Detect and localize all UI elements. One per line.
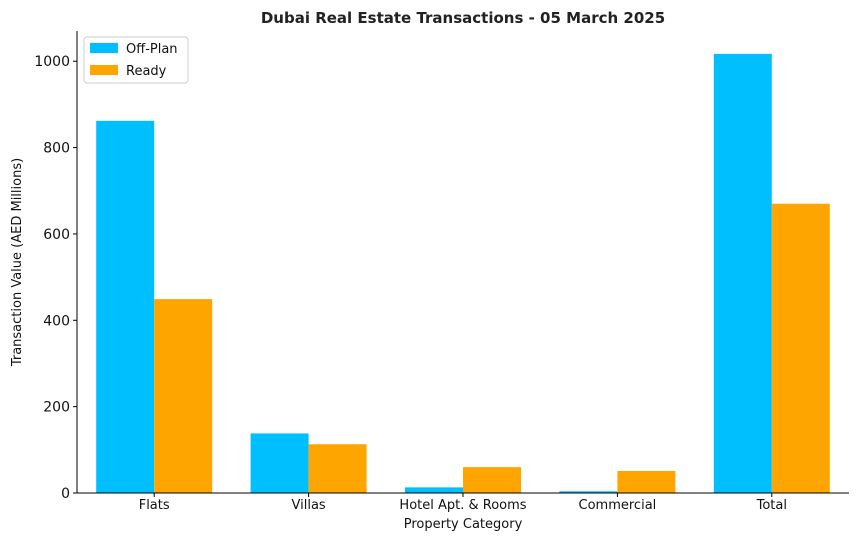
legend: Off-Plan Ready (83, 36, 189, 84)
bar-off-plan-commercial (559, 491, 618, 493)
legend-swatch-ready (90, 65, 118, 75)
bar-off-plan-villas (250, 433, 309, 493)
legend-label: Off-Plan (126, 42, 178, 57)
bar-off-plan-total (713, 53, 772, 493)
x-tick-label: Hotel Apt. & Rooms (399, 498, 526, 513)
y-axis-label: Transaction Value (AED Millions) (10, 158, 25, 367)
legend-swatch-off-plan (90, 43, 118, 53)
y-ticks-group: 0 200 400 600 800 1000 (34, 54, 77, 502)
x-tick-label: Villas (292, 498, 326, 513)
chart-title: Dubai Real Estate Transactions - 05 Marc… (261, 9, 665, 27)
y-tick-label: 600 (43, 227, 70, 243)
legend-label: Ready (126, 64, 167, 79)
bar-ready-flats (154, 299, 213, 493)
bar-ready-villas (308, 444, 367, 493)
y-tick-label: 0 (61, 486, 70, 502)
x-tick-label: Total (756, 498, 787, 513)
y-tick-label: 400 (43, 313, 70, 329)
y-tick-label: 1000 (34, 54, 70, 70)
y-tick-label: 800 (43, 141, 70, 157)
bar-ready-hotel-apt-rooms (463, 467, 521, 493)
bar-ready-total (771, 203, 830, 494)
bar-off-plan-flats (96, 120, 155, 493)
x-tick-label: Commercial (579, 498, 657, 513)
y-tick-label: 200 (43, 400, 70, 416)
axes-group (76, 31, 849, 494)
x-ticks-group: Flats Villas Hotel Apt. & Rooms Commercial T… (139, 493, 787, 513)
bar-ready-commercial (617, 470, 676, 493)
x-axis-label: Property Category (404, 517, 523, 532)
bar-off-plan-hotel-apt-rooms (405, 487, 463, 493)
bars-group (96, 53, 830, 494)
x-tick-label: Flats (139, 498, 170, 513)
